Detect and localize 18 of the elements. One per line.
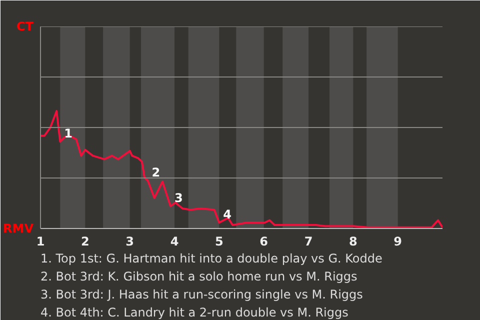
x-tick-label: 6 (260, 234, 268, 248)
x-tick-label: 5 (214, 234, 224, 248)
x-tick-label: 8 (348, 234, 358, 248)
x-tick-label: 2 (80, 234, 90, 248)
x-tick-label: 7 (304, 234, 313, 248)
annotation: 3 (174, 191, 183, 206)
x-tick-label: 4 (170, 234, 179, 248)
text: 3. Bot 3rd: J. Haas hit a run-scoring single vs M. Riggs (40, 288, 363, 302)
text: 1. Top 1st: G. Hartman hit into a double play vs G. Kodde (40, 252, 382, 266)
annotation: 2 (152, 165, 160, 180)
x-tick-label: 1 (36, 234, 45, 248)
text: CT (16, 20, 34, 34)
x-tick-label: 3 (126, 234, 134, 248)
text: 2. Bot 3rd: K. Gibson hit a solo home run vs M. Riggs (40, 270, 358, 284)
annotation: 4 (223, 208, 232, 222)
text: 4. Bot 4th: C. Landry hit a 2-run double vs M. Riggs (40, 306, 348, 320)
x-tick-label: 9 (394, 234, 402, 248)
text: RMV (3, 222, 34, 236)
